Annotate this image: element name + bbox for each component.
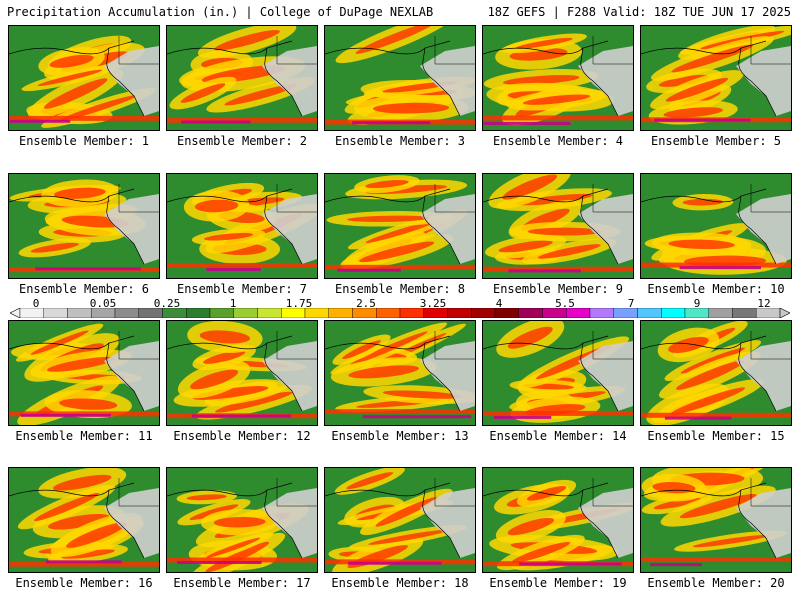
- ensemble-member-label: Ensemble Member: 8: [334, 282, 466, 296]
- ensemble-member-label: Ensemble Member: 3: [334, 134, 466, 148]
- ensemble-member-label: Ensemble Member: 6: [18, 282, 150, 296]
- colorbar-segment: [162, 308, 187, 318]
- colorbar-tick-label: 4: [495, 297, 503, 310]
- colorbar-segment: [352, 308, 377, 318]
- ensemble-member-map-10: [640, 173, 792, 279]
- ensemble-member-label: Ensemble Member: 4: [492, 134, 624, 148]
- ensemble-member-label: Ensemble Member: 14: [489, 429, 627, 443]
- colorbar-segment: [589, 308, 614, 318]
- ensemble-member-label: Ensemble Member: 16: [15, 576, 153, 590]
- ensemble-member-map-9: [482, 173, 634, 279]
- colorbar-segment: [518, 308, 543, 318]
- colorbar-segment: [471, 308, 496, 318]
- colorbar-tick-label: 12: [757, 297, 771, 310]
- ensemble-member-map-17: [166, 467, 318, 573]
- colorbar-segment: [756, 308, 781, 318]
- ensemble-member-map-14: [482, 320, 634, 426]
- colorbar-tick-label: 5.5: [555, 297, 575, 310]
- ensemble-member-map-13: [324, 320, 476, 426]
- page-title: Precipitation Accumulation (in.) | Colle…: [7, 5, 434, 19]
- colorbar-tick-label: 1: [229, 297, 237, 310]
- colorbar-low-arrow: [10, 308, 21, 318]
- ensemble-member-map-18: [324, 467, 476, 573]
- colorbar-tick-label: 7: [627, 297, 635, 310]
- colorbar-segment: [494, 308, 519, 318]
- colorbar-segment: [708, 308, 733, 318]
- colorbar-tick-label: 1.75: [285, 297, 313, 310]
- ensemble-member-map-3: [324, 25, 476, 131]
- colorbar-segment: [43, 308, 68, 318]
- colorbar-tick-label: 3.25: [419, 297, 447, 310]
- ensemble-member-map-11: [8, 320, 160, 426]
- colorbar-segment: [542, 308, 567, 318]
- colorbar-segment: [138, 308, 163, 318]
- ensemble-member-map-6: [8, 173, 160, 279]
- precipitation-colorbar: [10, 308, 790, 318]
- ensemble-member-label: Ensemble Member: 19: [489, 576, 627, 590]
- ensemble-member-label: Ensemble Member: 1: [18, 134, 150, 148]
- colorbar-segment: [376, 308, 401, 318]
- ensemble-member-label: Ensemble Member: 15: [647, 429, 785, 443]
- colorbar-tick-label: 9: [693, 297, 701, 310]
- colorbar-segment: [257, 308, 282, 318]
- colorbar-labels: 0 0.05 0.25 1 1.75 2.5 3.25 4 5.5 7 9 12: [0, 297, 800, 310]
- colorbar-segment: [661, 308, 686, 318]
- colorbar-segment: [566, 308, 591, 318]
- ensemble-member-label: Ensemble Member: 17: [173, 576, 311, 590]
- ensemble-member-label: Ensemble Member: 10: [647, 282, 785, 296]
- ensemble-member-label: Ensemble Member: 7: [176, 282, 308, 296]
- ensemble-member-map-20: [640, 467, 792, 573]
- colorbar-tick-label: 0.25: [153, 297, 181, 310]
- colorbar-segment: [613, 308, 638, 318]
- ensemble-member-label: Ensemble Member: 12: [173, 429, 311, 443]
- colorbar-segment: [114, 308, 139, 318]
- ensemble-member-label: Ensemble Member: 11: [15, 429, 153, 443]
- colorbar-segment: [328, 308, 353, 318]
- ensemble-member-map-15: [640, 320, 792, 426]
- ensemble-member-map-7: [166, 173, 318, 279]
- colorbar-segment: [233, 308, 258, 318]
- colorbar-tick-label: 0: [32, 297, 40, 310]
- colorbar-segment: [281, 308, 306, 318]
- colorbar-segment: [304, 308, 329, 318]
- ensemble-member-map-16: [8, 467, 160, 573]
- ensemble-member-map-8: [324, 173, 476, 279]
- ensemble-member-label: Ensemble Member: 5: [650, 134, 782, 148]
- colorbar-segment: [91, 308, 116, 318]
- colorbar-segment: [447, 308, 472, 318]
- colorbar-segment: [209, 308, 234, 318]
- ensemble-member-label: Ensemble Member: 18: [331, 576, 469, 590]
- ensemble-member-label: Ensemble Member: 13: [331, 429, 469, 443]
- ensemble-member-map-4: [482, 25, 634, 131]
- ensemble-member-map-2: [166, 25, 318, 131]
- colorbar-segment: [423, 308, 448, 318]
- run-valid-time: 18Z GEFS | F288 Valid: 18Z TUE JUN 17 20…: [487, 5, 791, 19]
- ensemble-member-map-12: [166, 320, 318, 426]
- ensemble-member-label: Ensemble Member: 20: [647, 576, 785, 590]
- ensemble-member-map-19: [482, 467, 634, 573]
- colorbar-tick-label: 2.5: [356, 297, 376, 310]
- colorbar-segment: [19, 308, 44, 318]
- ensemble-member-map-1: [8, 25, 160, 131]
- colorbar-high-arrow: [779, 308, 790, 318]
- colorbar-segment: [67, 308, 92, 318]
- colorbar-segment: [732, 308, 757, 318]
- colorbar-segment: [399, 308, 424, 318]
- ensemble-member-label: Ensemble Member: 9: [492, 282, 624, 296]
- colorbar-segment: [684, 308, 709, 318]
- colorbar-segment: [637, 308, 662, 318]
- ensemble-member-label: Ensemble Member: 2: [176, 134, 308, 148]
- ensemble-member-map-5: [640, 25, 792, 131]
- colorbar-tick-label: 0.05: [89, 297, 117, 310]
- colorbar-segment: [186, 308, 211, 318]
